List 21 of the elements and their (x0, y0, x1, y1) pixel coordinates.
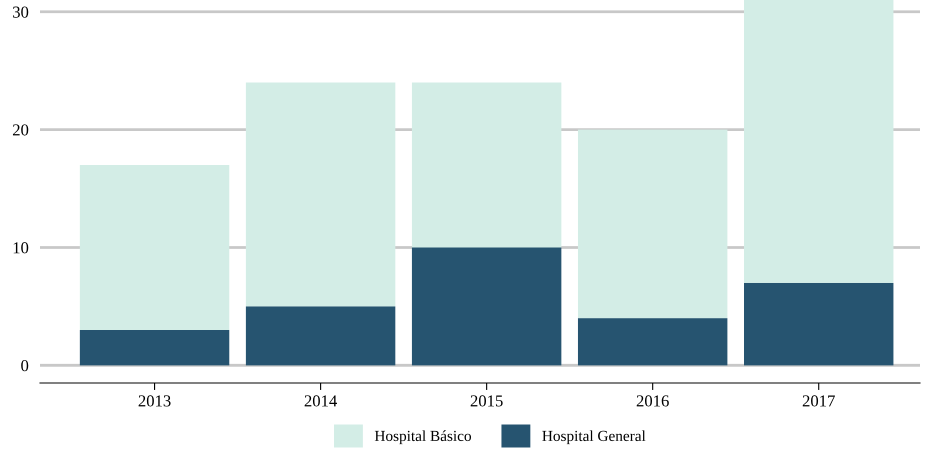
bar (80, 164, 230, 330)
y-tick-label: 10 (14, 242, 28, 254)
bar (246, 82, 396, 306)
bar (412, 247, 562, 366)
bar (744, 0, 894, 283)
x-tick-label: 2014 (304, 395, 338, 407)
bar (578, 130, 728, 318)
y-tick-label: 0 (21, 360, 28, 372)
y-tick-label: 20 (12, 124, 28, 136)
y-tick-label: 30 (13, 6, 28, 18)
bar (578, 318, 728, 366)
x-tick-label: 2017 (802, 395, 835, 407)
bar (744, 282, 894, 366)
legend-label: Hospital General (542, 430, 646, 444)
x-tick-label: 2013 (138, 395, 171, 407)
bar (412, 82, 562, 248)
x-tick-label: 2016 (636, 395, 669, 407)
x-tick-label: 2015 (470, 395, 503, 407)
bar (246, 306, 396, 366)
legend-label: Hospital Básico (374, 430, 472, 444)
bar (80, 330, 230, 366)
